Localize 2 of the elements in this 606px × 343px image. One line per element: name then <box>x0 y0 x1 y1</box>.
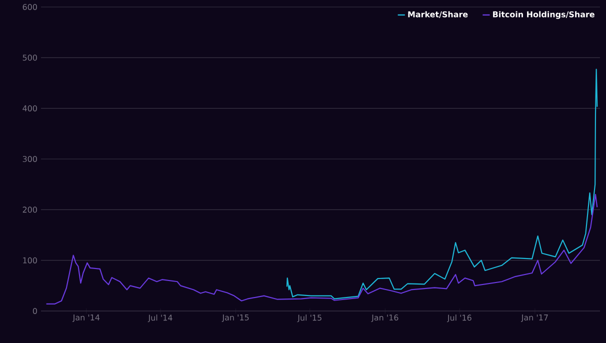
line-series <box>46 194 598 304</box>
line-series <box>286 68 598 300</box>
